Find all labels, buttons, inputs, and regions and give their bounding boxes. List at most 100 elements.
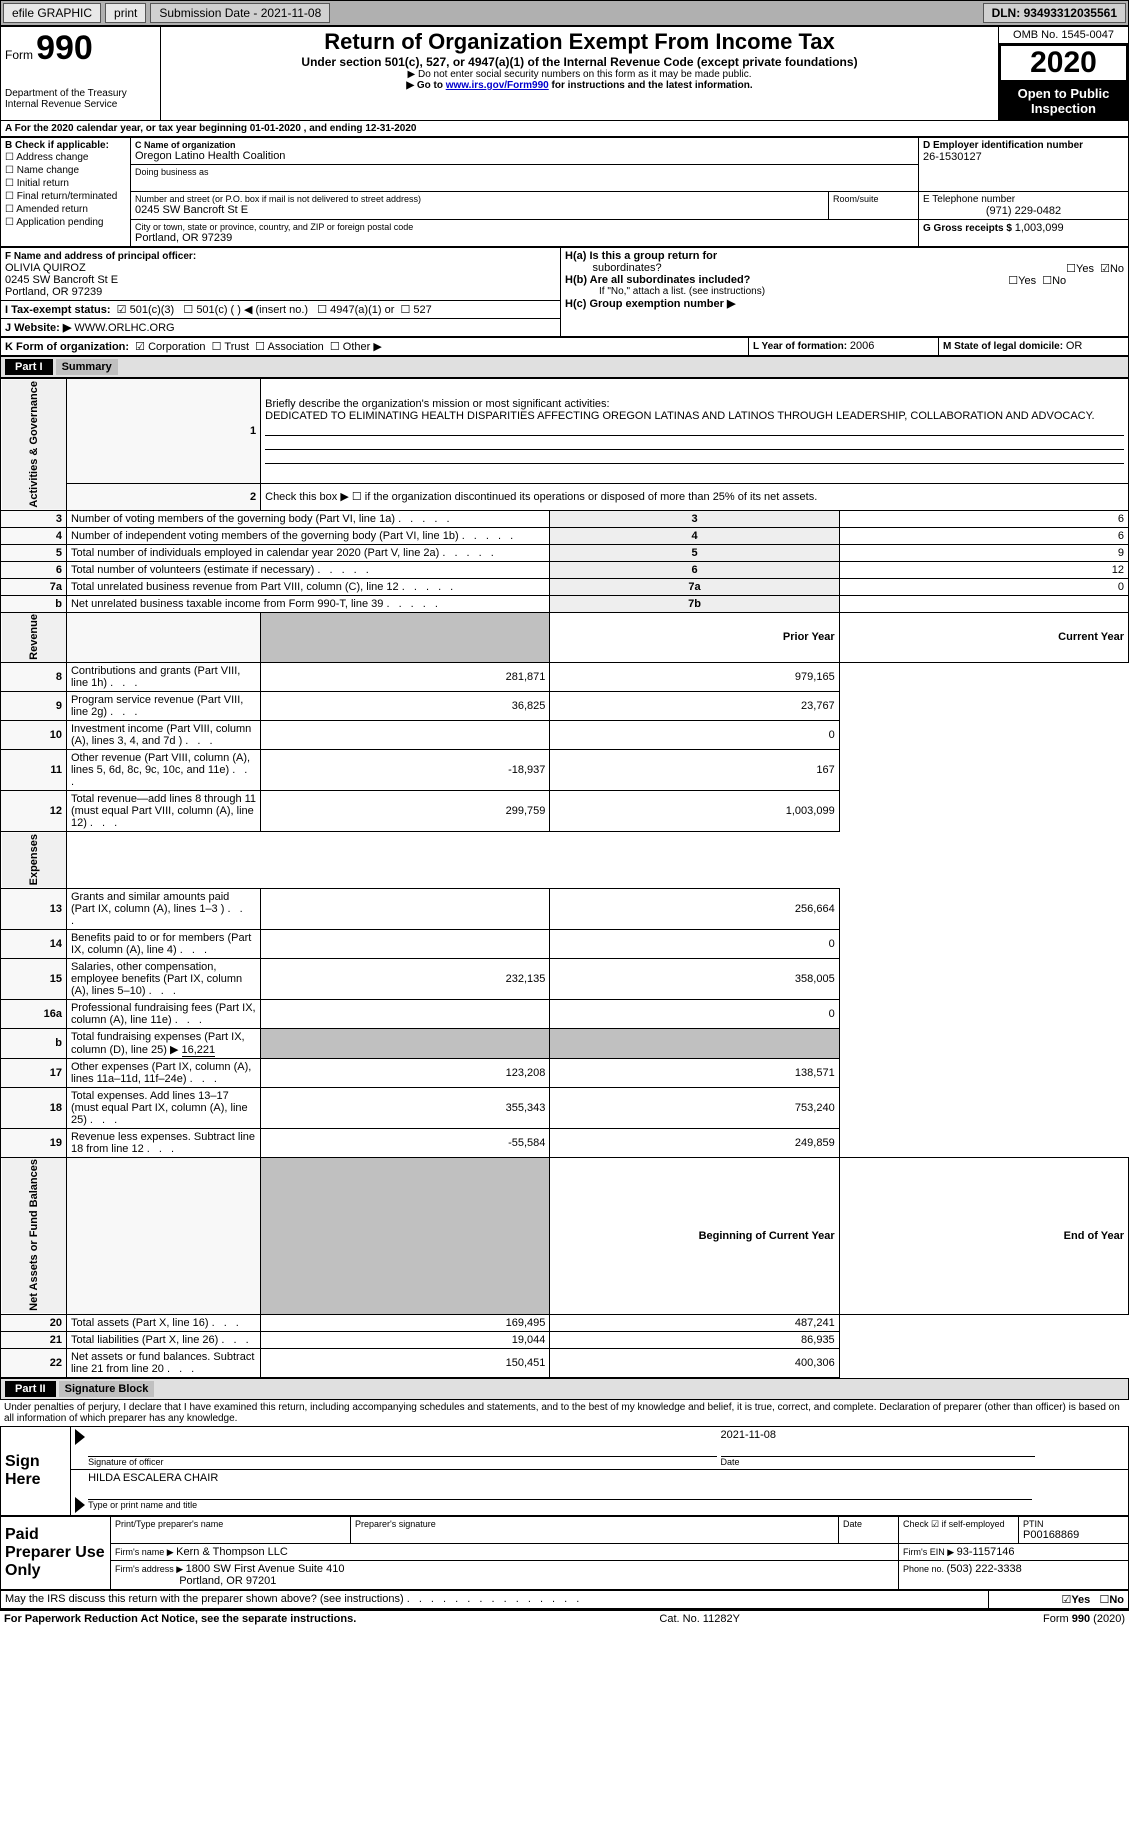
part1-header: Part I Summary — [0, 356, 1129, 378]
prep-name-label: Print/Type preparer's name — [115, 1519, 346, 1529]
k-other[interactable]: Other ▶ — [343, 341, 382, 353]
form-subtitle-2: ▶ Do not enter social security numbers o… — [165, 69, 994, 80]
form-header: Form 990 Department of the Treasury Inte… — [0, 26, 1129, 121]
website-value: WWW.ORLHC.ORG — [74, 322, 174, 334]
line-text: Professional fundraising fees (Part IX, … — [66, 999, 260, 1028]
line-no: 17 — [1, 1058, 67, 1087]
line-val: 6 — [839, 527, 1128, 544]
box-b-item[interactable]: ☐ Initial return — [5, 177, 126, 190]
self-employed-check[interactable]: Check ☑ if self-employed — [899, 1516, 1019, 1543]
prior-year-val: 299,759 — [261, 791, 550, 832]
current-year-val: 979,165 — [550, 663, 839, 692]
officer-name: OLIVIA QUIROZ — [5, 262, 86, 274]
line-val: 6 — [839, 510, 1128, 527]
i-4947[interactable]: 4947(a)(1) or — [330, 304, 394, 316]
city-value: Portland, OR 97239 — [135, 232, 914, 244]
mission-text: DEDICATED TO ELIMINATING HEALTH DISPARIT… — [265, 410, 1094, 422]
h-a-line2: subordinates? — [593, 262, 662, 274]
line-16b-text: Total fundraising expenses (Part IX, col… — [66, 1028, 260, 1058]
box-b-item[interactable]: ☐ Final return/terminated — [5, 190, 126, 203]
current-year-val: 487,241 — [550, 1314, 839, 1331]
firm-addr2: Portland, OR 97201 — [179, 1575, 276, 1587]
h-b-no[interactable]: No — [1052, 275, 1066, 287]
k-corp[interactable]: Corporation — [148, 341, 205, 353]
firm-phone-label: Phone no. — [903, 1564, 947, 1574]
line-no: 8 — [1, 663, 67, 692]
box-c-name-label: C Name of organization — [135, 140, 914, 150]
i-501c[interactable]: 501(c) ( ) ◀ (insert no.) — [196, 304, 308, 316]
instructions-link[interactable]: www.irs.gov/Form990 — [446, 80, 549, 91]
dln: DLN: 93493312035561 — [983, 3, 1126, 23]
box-b-item[interactable]: ☐ Amended return — [5, 203, 126, 216]
penalty-statement: Under penalties of perjury, I declare th… — [0, 1400, 1129, 1426]
line-no: 16a — [1, 999, 67, 1028]
current-year-val: 753,240 — [550, 1087, 839, 1128]
firm-name-label: Firm's name ▶ — [115, 1547, 176, 1557]
firm-addr1: 1800 SW First Avenue Suite 410 — [186, 1563, 345, 1575]
year-formation: 2006 — [850, 340, 874, 352]
form-number: 990 — [36, 29, 93, 67]
firm-ein-label: Firm's EIN ▶ — [903, 1547, 957, 1557]
dln-label: DLN: — [992, 6, 1024, 20]
prior-year-val: 19,044 — [261, 1331, 550, 1348]
box-m-label: M State of legal domicile: — [943, 341, 1066, 352]
goto-post: for instructions and the latest informat… — [552, 80, 753, 91]
box-b-item[interactable]: ☐ Address change — [5, 151, 126, 164]
current-year-val: 1,003,099 — [550, 791, 839, 832]
line-no: 22 — [1, 1348, 67, 1377]
irs-label: Internal Revenue Service — [5, 99, 156, 110]
h-a-no[interactable]: No — [1110, 263, 1124, 275]
box-j-label: J Website: ▶ — [5, 322, 74, 334]
top-toolbar: efile GRAPHIC print Submission Date - 20… — [0, 0, 1129, 26]
line-box: 4 — [550, 527, 839, 544]
line-text: Grants and similar amounts paid (Part IX… — [66, 888, 260, 929]
form-title: Return of Organization Exempt From Incom… — [165, 29, 994, 55]
prior-year-val: -18,937 — [261, 750, 550, 791]
line-val: 0 — [839, 578, 1128, 595]
line-1-text: Briefly describe the organization's miss… — [261, 379, 1129, 484]
discuss-yes[interactable]: Yes — [1071, 1594, 1090, 1606]
line-no: 19 — [1, 1128, 67, 1157]
line-no: 6 — [1, 561, 67, 578]
k-trust[interactable]: Trust — [224, 341, 249, 353]
box-b-item[interactable]: ☐ Name change — [5, 164, 126, 177]
print-button[interactable]: print — [105, 3, 146, 23]
line-text: Contributions and grants (Part VIII, lin… — [66, 663, 260, 692]
line-text: Total number of individuals employed in … — [66, 544, 549, 561]
box-b-item[interactable]: ☐ Application pending — [5, 216, 126, 229]
form-subtitle-3: ▶ Go to www.irs.gov/Form990 for instruct… — [165, 80, 994, 91]
paid-preparer-label: Paid Preparer Use Only — [1, 1516, 111, 1589]
i-527[interactable]: 527 — [413, 304, 431, 316]
officer-signature-line[interactable] — [88, 1429, 717, 1457]
h-a-yes[interactable]: Yes — [1076, 263, 1094, 275]
box-i-label: I Tax-exempt status: — [5, 304, 111, 316]
eoy-hdr: End of Year — [839, 1157, 1128, 1314]
pointer-icon — [75, 1429, 85, 1445]
line-no: 20 — [1, 1314, 67, 1331]
dln-value: 93493312035561 — [1024, 6, 1117, 20]
line-text: Total revenue—add lines 8 through 11 (mu… — [66, 791, 260, 832]
ptin-value: P00168869 — [1023, 1529, 1124, 1541]
line-no: 13 — [1, 888, 67, 929]
current-year-val: 0 — [550, 721, 839, 750]
line-text: Total assets (Part X, line 16) . . . — [66, 1314, 260, 1331]
l16b-pre: Total fundraising expenses (Part IX, col… — [71, 1031, 245, 1056]
h-b-yes[interactable]: Yes — [1018, 275, 1036, 287]
line-text: Investment income (Part VIII, column (A)… — [66, 721, 260, 750]
line-no: b — [1, 595, 67, 612]
efile-button[interactable]: efile GRAPHIC — [3, 3, 101, 23]
h-note: If "No," attach a list. (see instruction… — [565, 286, 1124, 297]
prior-year-hdr: Prior Year — [550, 612, 839, 663]
line-box: 5 — [550, 544, 839, 561]
prior-year-val — [261, 721, 550, 750]
l16b-cy — [550, 1028, 839, 1058]
line-no: 15 — [1, 958, 67, 999]
prior-year-val — [261, 888, 550, 929]
submission-label: Submission Date - — [159, 6, 260, 20]
discuss-no[interactable]: No — [1109, 1594, 1124, 1606]
dba-value — [135, 177, 914, 189]
i-501c3[interactable]: 501(c)(3) — [130, 304, 175, 316]
otp-line2: Inspection — [1031, 101, 1096, 116]
k-assoc[interactable]: Association — [268, 341, 324, 353]
prep-sig-label: Preparer's signature — [355, 1519, 834, 1529]
